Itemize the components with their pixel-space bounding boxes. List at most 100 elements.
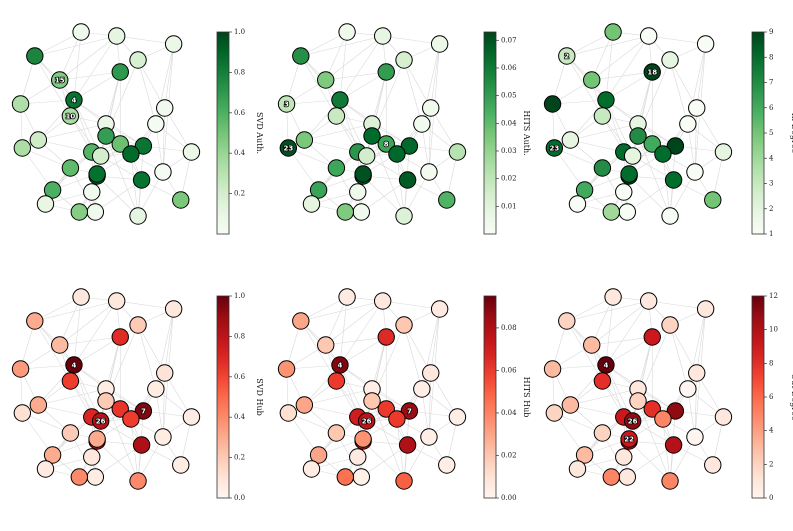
node-32[interactable] [327, 424, 346, 442]
node-2[interactable] [558, 312, 576, 330]
node-0[interactable] [352, 203, 371, 221]
node-4[interactable] [597, 91, 615, 109]
node-25[interactable] [349, 448, 367, 466]
node-29[interactable] [704, 456, 722, 474]
node-23[interactable] [545, 139, 564, 157]
node-5[interactable] [395, 207, 413, 225]
node-24[interactable] [97, 127, 115, 145]
node-2[interactable] [26, 47, 44, 65]
node-6[interactable] [561, 396, 580, 414]
node-5[interactable] [661, 472, 679, 490]
node-25[interactable] [349, 183, 367, 201]
node-14[interactable] [43, 446, 62, 464]
node-6[interactable] [295, 396, 314, 414]
node-15[interactable] [317, 336, 335, 354]
node-15[interactable] [317, 71, 335, 89]
node-26[interactable] [357, 147, 376, 165]
node-6[interactable] [295, 131, 314, 149]
node-10[interactable] [327, 107, 346, 125]
node-28[interactable] [72, 23, 90, 41]
node-19[interactable] [395, 51, 413, 69]
node-32[interactable] [327, 159, 346, 177]
node-22[interactable] [620, 430, 638, 448]
node-23[interactable] [13, 404, 32, 422]
node-28[interactable] [338, 23, 356, 41]
node-28[interactable] [604, 23, 622, 41]
node-31[interactable] [664, 171, 683, 189]
node-18[interactable] [111, 328, 129, 346]
node-7[interactable] [666, 137, 685, 155]
node-24[interactable] [629, 127, 647, 145]
node-32[interactable] [61, 424, 80, 442]
node-22[interactable] [88, 430, 106, 448]
node-21[interactable] [448, 143, 467, 161]
node-1[interactable] [430, 300, 449, 318]
node-18[interactable] [643, 63, 661, 81]
node-0[interactable] [618, 468, 637, 486]
node-5[interactable] [395, 472, 413, 490]
node-15[interactable] [583, 71, 601, 89]
node-2[interactable] [558, 47, 576, 65]
node-30[interactable] [36, 460, 55, 478]
node-19[interactable] [661, 51, 679, 69]
node-7[interactable] [400, 402, 419, 420]
node-24[interactable] [629, 392, 647, 410]
node-7[interactable] [400, 137, 419, 155]
node-8[interactable] [377, 400, 395, 418]
node-6[interactable] [561, 131, 580, 149]
node-33[interactable] [147, 380, 165, 398]
node-3[interactable] [543, 95, 562, 113]
node-22[interactable] [88, 165, 106, 183]
node-27[interactable] [388, 145, 406, 163]
node-26[interactable] [357, 412, 376, 430]
node-32[interactable] [593, 159, 612, 177]
node-8[interactable] [643, 400, 661, 418]
node-8[interactable] [643, 135, 661, 153]
node-19[interactable] [129, 51, 147, 69]
node-7[interactable] [666, 402, 685, 420]
node-18[interactable] [377, 328, 395, 346]
node-18[interactable] [643, 328, 661, 346]
node-29[interactable] [438, 191, 456, 209]
node-23[interactable] [279, 139, 298, 157]
node-8[interactable] [377, 135, 395, 153]
node-27[interactable] [122, 410, 140, 428]
node-1[interactable] [430, 35, 449, 53]
node-13[interactable] [639, 292, 658, 310]
node-21[interactable] [714, 143, 733, 161]
node-23[interactable] [13, 139, 32, 157]
node-17[interactable] [336, 203, 354, 221]
node-26[interactable] [623, 412, 642, 430]
node-28[interactable] [604, 288, 622, 306]
node-33[interactable] [679, 115, 697, 133]
node-21[interactable] [182, 408, 201, 426]
node-7[interactable] [134, 402, 153, 420]
node-10[interactable] [61, 372, 80, 390]
node-16[interactable] [420, 428, 438, 446]
node-13[interactable] [107, 27, 126, 45]
node-29[interactable] [438, 456, 456, 474]
node-33[interactable] [413, 115, 431, 133]
node-23[interactable] [279, 404, 298, 422]
node-1[interactable] [164, 300, 183, 318]
node-15[interactable] [583, 336, 601, 354]
node-20[interactable] [422, 99, 440, 117]
node-13[interactable] [373, 27, 392, 45]
node-17[interactable] [602, 203, 620, 221]
node-30[interactable] [568, 460, 587, 478]
node-14[interactable] [575, 181, 594, 199]
node-16[interactable] [686, 428, 704, 446]
node-29[interactable] [172, 191, 190, 209]
node-31[interactable] [132, 171, 151, 189]
node-17[interactable] [602, 468, 620, 486]
node-7[interactable] [134, 137, 153, 155]
node-13[interactable] [373, 292, 392, 310]
node-10[interactable] [593, 107, 612, 125]
node-17[interactable] [336, 468, 354, 486]
node-5[interactable] [129, 472, 147, 490]
node-3[interactable] [11, 360, 30, 378]
node-30[interactable] [302, 195, 321, 213]
node-14[interactable] [309, 181, 328, 199]
node-24[interactable] [363, 392, 381, 410]
node-28[interactable] [72, 288, 90, 306]
